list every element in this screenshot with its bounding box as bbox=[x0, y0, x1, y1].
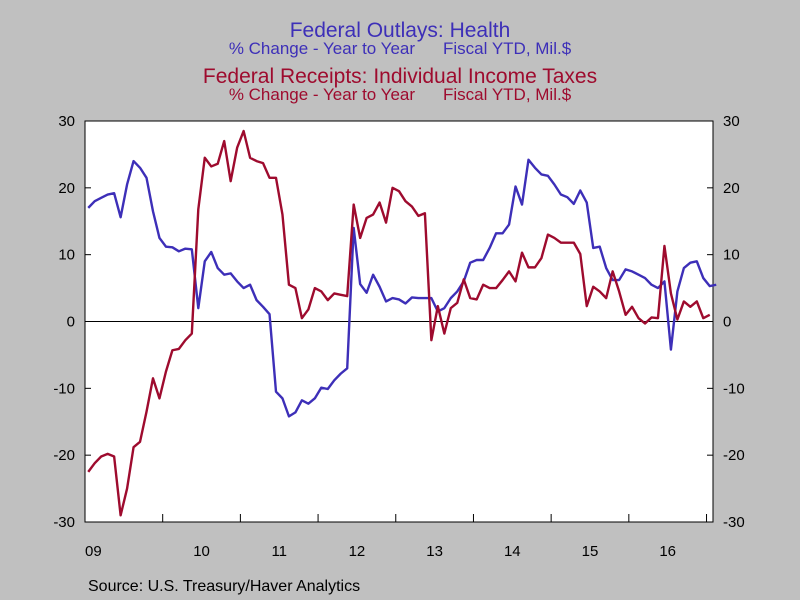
x-year-label: 15 bbox=[582, 543, 599, 560]
x-year-label: 11 bbox=[271, 543, 287, 560]
y-tick-label-right: -10 bbox=[723, 380, 745, 397]
y-tick-label-left: 0 bbox=[67, 314, 75, 331]
chart-subtitle-receipts: % Change - Year to Year Fiscal YTD, Mil.$ bbox=[0, 86, 800, 103]
y-tick-label-left: 30 bbox=[58, 113, 75, 130]
y-tick-label-left: 20 bbox=[58, 180, 75, 197]
y-tick-label-left: -20 bbox=[53, 447, 75, 464]
x-year-label: 16 bbox=[659, 543, 676, 560]
y-tick-label-right: 10 bbox=[723, 247, 740, 264]
x-year-label: 09 bbox=[85, 543, 102, 560]
x-year-label: 13 bbox=[426, 543, 443, 560]
series-line-receipts bbox=[87, 129, 711, 517]
subtitle-receipts-units: Fiscal YTD, Mil.$ bbox=[443, 85, 572, 104]
x-year-label: 10 bbox=[193, 543, 210, 560]
subtitle-health-measure: % Change - Year to Year bbox=[228, 39, 416, 58]
subtitle-receipts-measure: % Change - Year to Year bbox=[228, 85, 416, 104]
y-tick-label-right: 20 bbox=[723, 180, 740, 197]
y-tick-label-right: 30 bbox=[723, 113, 740, 130]
x-year-label: 14 bbox=[504, 543, 521, 560]
source-note: Source: U.S. Treasury/Haver Analytics bbox=[88, 578, 361, 595]
y-tick-label-right: -20 bbox=[723, 447, 745, 464]
x-year-label: 12 bbox=[349, 543, 366, 560]
y-tick-label-right: 0 bbox=[723, 314, 731, 331]
subtitle-health-units: Fiscal YTD, Mil.$ bbox=[443, 39, 572, 58]
y-tick-label-right: -30 bbox=[723, 514, 745, 531]
chart-title-receipts: Federal Receipts: Individual Income Taxe… bbox=[202, 65, 598, 88]
chart-title-health: Federal Outlays: Health bbox=[289, 19, 511, 42]
y-tick-label-left: -30 bbox=[53, 514, 75, 531]
y-tick-label-left: 10 bbox=[58, 247, 75, 264]
y-tick-label-left: -10 bbox=[53, 380, 75, 397]
chart-subtitle-health: % Change - Year to Year Fiscal YTD, Mil.$ bbox=[0, 40, 800, 57]
